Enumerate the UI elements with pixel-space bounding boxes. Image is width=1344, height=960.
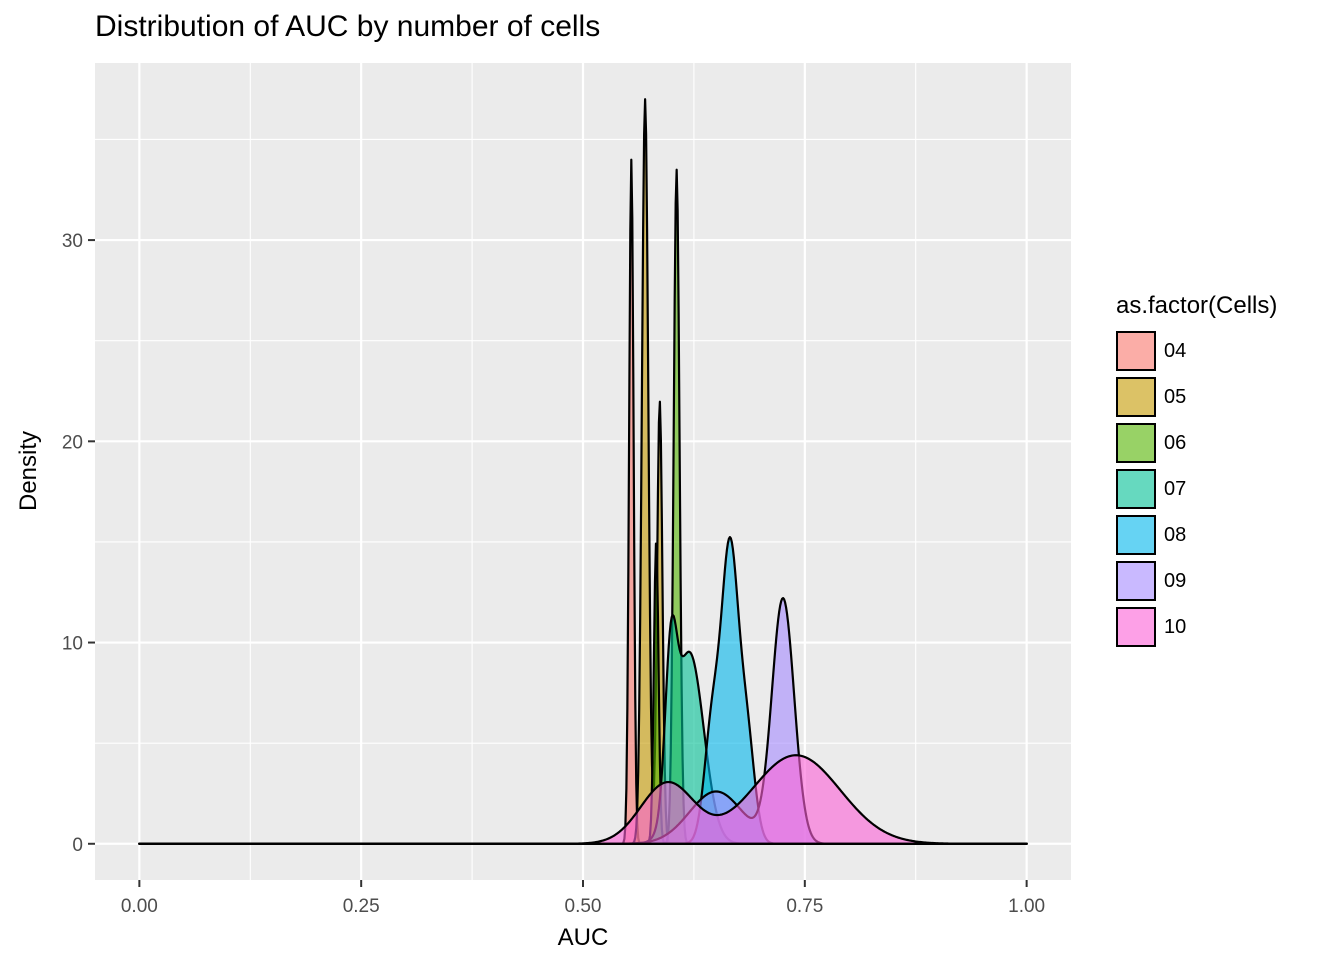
legend-label: 10 (1164, 615, 1187, 638)
y-axis-label: Density (15, 431, 42, 511)
legend-item-04: 04 (1116, 328, 1277, 374)
legend-item-05: 05 (1116, 374, 1277, 420)
legend-label: 05 (1164, 385, 1187, 408)
y-tick-label: 20 (62, 432, 83, 453)
legend: as.factor(Cells) 04 05 06 07 08 09 10 (1116, 292, 1277, 650)
x-tick-label: 0.50 (565, 896, 602, 917)
y-tick-label: 0 (72, 835, 83, 856)
x-tick-label: 1.00 (1008, 896, 1045, 917)
grid-major (95, 63, 1071, 880)
x-axis-label: AUC (558, 924, 609, 951)
density-area-10 (138, 754, 1028, 845)
legend-item-08: 08 (1116, 512, 1277, 558)
legend-item-09: 09 (1116, 558, 1277, 604)
legend-items: 04 05 06 07 08 09 10 (1116, 328, 1277, 650)
legend-title: as.factor(Cells) (1116, 292, 1278, 319)
x-tick-label: 0.75 (786, 896, 823, 917)
legend-swatch (1116, 331, 1156, 371)
legend-label: 06 (1164, 431, 1187, 454)
x-tick-label: 0.00 (121, 896, 158, 917)
legend-label: 04 (1164, 339, 1187, 362)
legend-item-07: 07 (1116, 466, 1277, 512)
x-tick-label: 0.25 (343, 896, 380, 917)
legend-swatch (1116, 423, 1156, 463)
legend-label: 09 (1164, 569, 1187, 592)
x-axis: 0.00 0.25 0.50 0.75 1.00 (121, 880, 1045, 917)
chart-title: Distribution of AUC by number of cells (95, 10, 601, 43)
y-axis: 0 10 20 30 (62, 231, 95, 856)
legend-swatch (1116, 469, 1156, 509)
y-tick-label: 30 (62, 231, 83, 252)
legend-swatch (1116, 561, 1156, 601)
legend-item-10: 10 (1116, 604, 1277, 650)
legend-item-06: 06 (1116, 420, 1277, 466)
legend-label: 07 (1164, 477, 1187, 500)
legend-swatch (1116, 607, 1156, 647)
legend-label: 08 (1164, 523, 1187, 546)
y-tick-label: 10 (62, 634, 83, 655)
density-curves (138, 98, 1028, 845)
legend-swatch (1116, 515, 1156, 555)
legend-swatch (1116, 377, 1156, 417)
